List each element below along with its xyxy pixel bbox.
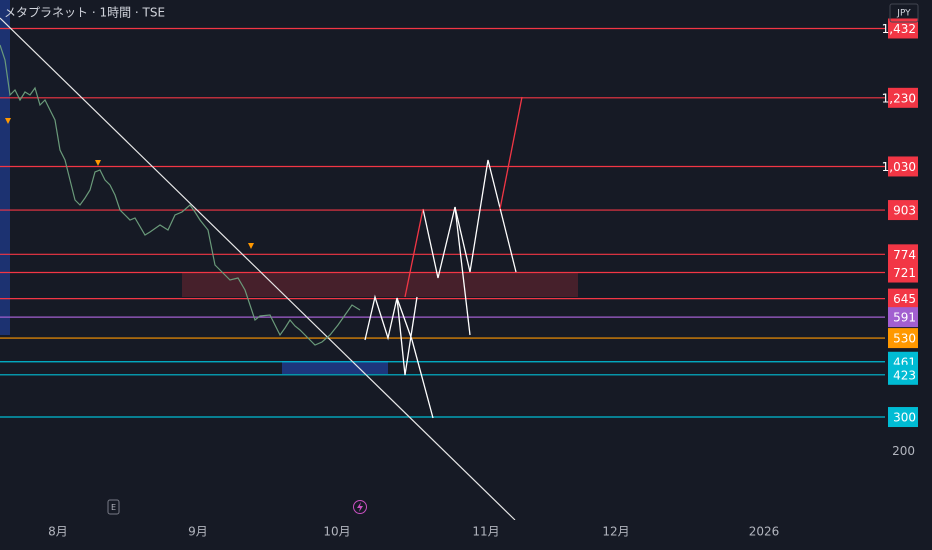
currency-box bbox=[889, 3, 919, 23]
x-tick-label: 12月 bbox=[602, 525, 629, 539]
level-label: 1,230 bbox=[882, 91, 916, 105]
signal bbox=[5, 118, 254, 249]
zone bbox=[0, 0, 10, 335]
dividend-icon bbox=[357, 502, 363, 512]
level-tag bbox=[888, 87, 918, 108]
currency: JPY bbox=[896, 9, 911, 19]
level-tag bbox=[888, 200, 918, 221]
projection bbox=[364, 159, 517, 419]
level-tag bbox=[888, 328, 918, 349]
x-tick-label: 11月 bbox=[472, 525, 499, 539]
level-label: 721 bbox=[893, 266, 916, 280]
event-label: E bbox=[111, 503, 116, 512]
level-label: 1,432 bbox=[882, 22, 916, 36]
zone bbox=[182, 272, 578, 297]
level-tag bbox=[888, 244, 918, 265]
price-path bbox=[0, 44, 361, 346]
level-tag bbox=[888, 18, 918, 39]
trend-line bbox=[0, 17, 516, 521]
x-tick-label: 2026 bbox=[749, 525, 780, 539]
x-tick-label: 10月 bbox=[323, 525, 350, 539]
level-tag bbox=[888, 407, 918, 428]
level-label: 591 bbox=[893, 311, 916, 325]
level-label: 774 bbox=[893, 248, 916, 262]
level-tag bbox=[888, 262, 918, 283]
event-marker bbox=[107, 499, 120, 515]
x-tick-label: 9月 bbox=[188, 525, 208, 539]
projection-up bbox=[404, 96, 523, 298]
x-tick-label: 8月 bbox=[48, 525, 68, 539]
level-tag bbox=[888, 156, 918, 177]
chart-title: メタプラネット · 1時間 · TSE bbox=[4, 6, 165, 20]
level-tag bbox=[888, 364, 918, 385]
level-label: 423 bbox=[893, 368, 916, 382]
x-axis bbox=[0, 520, 932, 550]
level-tag bbox=[888, 288, 918, 309]
level-label: 530 bbox=[893, 332, 916, 346]
zone bbox=[282, 361, 388, 374]
level-label: 903 bbox=[893, 204, 916, 218]
level-label: 645 bbox=[893, 292, 916, 306]
dividend-marker bbox=[353, 500, 367, 514]
y-tick-label: 200 bbox=[892, 444, 915, 458]
level-label: 1,030 bbox=[882, 160, 916, 174]
level-tag bbox=[888, 307, 918, 328]
level-label: 300 bbox=[893, 411, 916, 425]
